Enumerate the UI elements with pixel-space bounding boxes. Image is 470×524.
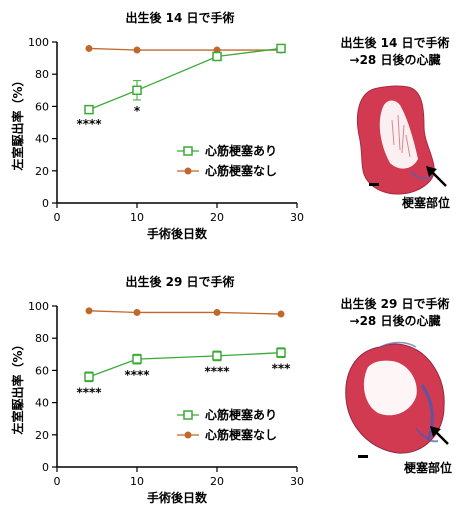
x-tick-label: 30: [290, 475, 304, 488]
heart-section-image-1: [357, 85, 435, 195]
legend-label: 心筋梗塞なし: [205, 163, 277, 178]
heart-2-title: 出生後 29 日で手術 →28 日後の心臓: [320, 296, 470, 330]
chart-1-title: 出生後 14 日で手術: [125, 11, 235, 25]
data-point: [276, 347, 286, 358]
y-tick-label: 60: [35, 100, 49, 113]
legend-marker: [183, 410, 193, 420]
significance-label: ****: [76, 386, 102, 400]
y-tick-label: 20: [35, 429, 49, 442]
x-axis-label: 手術後日数: [147, 226, 208, 241]
data-point: [84, 104, 94, 115]
y-axis-label: 左室駆出率（%）: [10, 74, 25, 171]
series-line: [88, 47, 282, 111]
y-tick-label: 20: [35, 165, 49, 178]
x-tick-label: 30: [290, 211, 304, 224]
x-axis-label: 手術後日数: [147, 490, 208, 505]
series-line: [88, 310, 282, 315]
legend-marker: [184, 431, 192, 439]
series-with-infarction: ******** **** ***: [76, 347, 292, 400]
x-tick-label: 10: [130, 211, 144, 224]
data-point: [212, 51, 222, 62]
x-tick-label: 0: [54, 475, 61, 488]
legend-item: 心筋梗塞なし: [177, 163, 277, 178]
y-tick-label: 0: [42, 461, 49, 474]
y-tick-label: 60: [35, 364, 49, 377]
heart-1-title-line1: 出生後 14 日で手術: [340, 36, 450, 50]
y-tick-label: 80: [35, 332, 49, 345]
infarct-label-1: 梗塞部位: [402, 196, 451, 210]
legend-label: 心筋梗塞あり: [205, 407, 277, 422]
chart-2-title: 出生後 29 日で手術: [125, 275, 235, 289]
legend-marker: [184, 167, 192, 175]
series-line: [88, 47, 281, 51]
y-tick-label: 100: [28, 300, 49, 313]
infarct-arrow-icon-2: [430, 426, 449, 445]
data-point: [276, 43, 286, 54]
data-point: [277, 310, 285, 318]
y-tick-label: 80: [35, 68, 49, 81]
legend-item: 心筋梗塞あり: [177, 407, 277, 422]
y-tick-label: 40: [35, 397, 49, 410]
series-with-infarction: *****: [76, 43, 286, 131]
legend-item: 心筋梗塞なし: [177, 427, 277, 442]
y-tick-label: 100: [28, 36, 49, 49]
significance-label: ****: [204, 365, 230, 379]
heart-1-title: 出生後 14 日で手術 →28 日後の心臓: [320, 35, 470, 69]
x-tick-label: 0: [54, 211, 61, 224]
significance-label: ***: [272, 362, 292, 376]
y-tick-label: 0: [42, 197, 49, 210]
data-point: [133, 46, 141, 54]
data-point: [133, 308, 141, 316]
data-point: [212, 351, 222, 361]
data-point: [213, 308, 221, 316]
x-tick-label: 20: [210, 211, 224, 224]
x-tick-label: 20: [210, 475, 224, 488]
legend-item: 心筋梗塞あり: [177, 143, 277, 158]
data-point: [132, 354, 142, 364]
legend-marker: [183, 146, 193, 156]
significance-label: ****: [124, 368, 150, 382]
legend-label: 心筋梗塞なし: [205, 427, 277, 442]
significance-label: ****: [76, 117, 102, 131]
x-tick-label: 10: [130, 475, 144, 488]
heart-2-title-line2: →28 日後の心臓: [349, 314, 441, 328]
series-line: [88, 352, 282, 378]
heart-1-title-line2: →28 日後の心臓: [349, 53, 441, 67]
infarct-label-2: 梗塞部位: [404, 461, 453, 475]
infarct-arrow-icon-1: [426, 166, 447, 187]
data-point: [85, 44, 93, 52]
data-point: [132, 85, 142, 96]
significance-label: *: [134, 104, 141, 118]
heart-2-title-line1: 出生後 29 日で手術: [340, 297, 450, 311]
series-without-infarction: [85, 307, 285, 318]
data-point: [84, 372, 94, 382]
y-axis-label: 左室駆出率（%）: [10, 338, 25, 435]
heart-section-image-2: [345, 341, 445, 458]
y-tick-label: 40: [35, 133, 49, 146]
legend-label: 心筋梗塞あり: [205, 143, 277, 158]
data-point: [85, 307, 93, 315]
